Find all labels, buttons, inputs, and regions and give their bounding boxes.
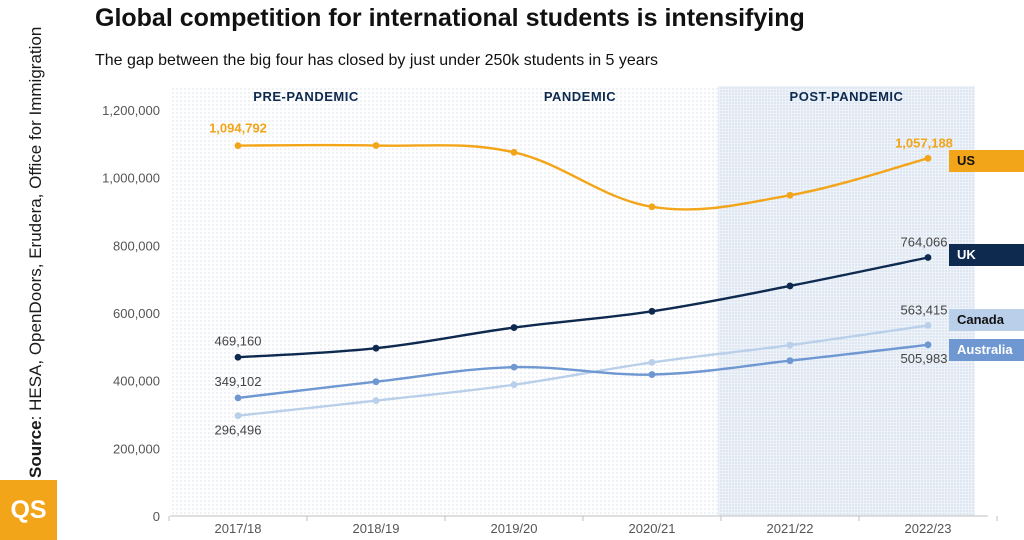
data-point-us (510, 148, 518, 156)
series-line-uk (237, 256, 929, 359)
chart-subtitle: The gap between the big four has closed … (95, 52, 659, 69)
data-point-uk (786, 282, 794, 290)
data-point-us (234, 142, 242, 149)
series-tag-canada (949, 309, 1024, 331)
x-tick-label: 2020/21 (629, 521, 676, 536)
y-tick-label: 800,000 (113, 238, 160, 253)
data-label-canada-last: 563,415 (901, 302, 948, 317)
data-point-australia (234, 394, 242, 402)
period-band-0 (170, 86, 442, 516)
series-tag-label-canada: Canada (957, 312, 1005, 327)
data-point-canada (234, 412, 242, 420)
data-point-australia (786, 357, 794, 365)
data-point-canada (510, 381, 518, 389)
y-tick-label: 200,000 (113, 441, 160, 456)
series-tag-us (949, 150, 1024, 172)
y-tick-label: 400,000 (113, 374, 160, 389)
y-tick-label: 600,000 (113, 306, 160, 321)
data-point-canada (924, 321, 932, 329)
sidebar: Source: HESA, OpenDoors, Erudera, Office… (0, 0, 62, 540)
y-tick-label: 1,200,000 (102, 103, 160, 118)
chart-title: Global competition for international stu… (95, 4, 805, 32)
period-label-1: PANDEMIC (544, 89, 616, 104)
data-point-australia (648, 371, 656, 378)
data-point-canada (372, 397, 380, 405)
data-point-canada (786, 341, 794, 349)
data-label-canada-first: 296,496 (215, 423, 262, 438)
series-tag-label-us: US (957, 153, 975, 168)
x-tick-label: 2018/19 (353, 521, 400, 536)
data-point-uk (510, 324, 518, 331)
data-point-australia (924, 341, 932, 349)
data-point-us (924, 154, 932, 162)
y-tick-label: 0 (153, 509, 160, 524)
qs-logo: QS (0, 480, 57, 540)
x-tick-label: 2017/18 (215, 521, 262, 536)
period-label-2: POST-PANDEMIC (790, 89, 904, 104)
series-line-canada (237, 324, 929, 417)
series-tag-uk (949, 244, 1024, 266)
y-tick-label: 1,000,000 (102, 171, 160, 186)
data-point-uk (924, 254, 932, 261)
data-point-us (648, 203, 656, 211)
data-point-uk (234, 353, 242, 361)
data-label-uk-first: 469,160 (215, 333, 262, 348)
series-line-us (237, 143, 929, 211)
series-line-australia (237, 343, 929, 400)
data-label-australia-last: 505,983 (901, 351, 948, 366)
data-point-us (786, 191, 794, 199)
data-label-us-first: 1,094,792 (209, 121, 267, 136)
series-tag-label-uk: UK (957, 247, 976, 262)
data-point-uk (648, 307, 656, 315)
data-point-uk (372, 344, 380, 352)
series-tag-label-australia: Australia (957, 342, 1013, 357)
data-point-us (372, 142, 380, 149)
data-point-australia (372, 378, 380, 386)
x-tick-label: 2019/20 (491, 521, 538, 536)
x-tick-label: 2021/22 (767, 521, 814, 536)
period-band-1 (442, 86, 718, 516)
period-label-0: PRE-PANDEMIC (253, 89, 359, 104)
data-label-us-last: 1,057,188 (895, 135, 953, 150)
x-tick-label: 2022/23 (905, 521, 952, 536)
period-band-2 (718, 86, 975, 516)
data-point-canada (648, 358, 656, 366)
data-point-australia (510, 363, 518, 371)
data-label-australia-first: 349,102 (215, 374, 262, 389)
data-label-uk-last: 764,066 (901, 234, 948, 249)
series-tag-australia (949, 339, 1024, 361)
